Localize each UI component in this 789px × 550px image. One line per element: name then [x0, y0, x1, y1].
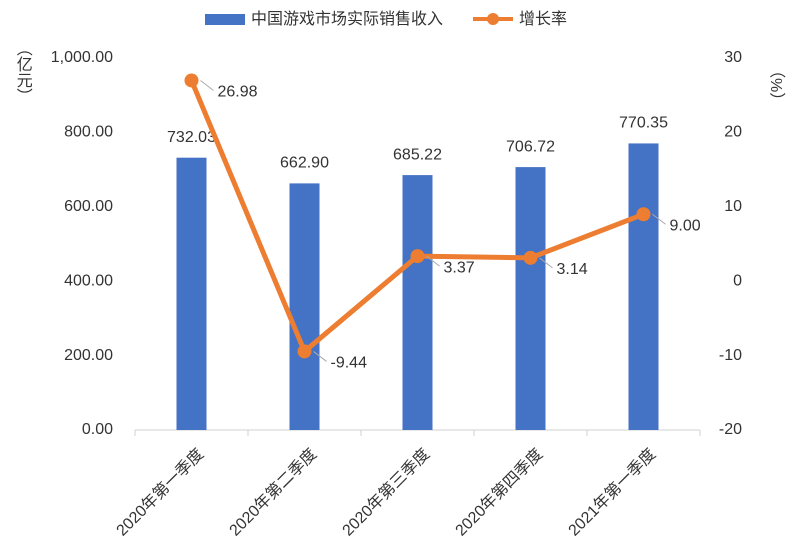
legend-swatch: [205, 14, 245, 25]
y-tick-label: 1,000.00: [51, 49, 113, 66]
y2-tick-label: 0: [733, 272, 742, 289]
bar: [289, 183, 320, 430]
x-tick-label: 2020年第三季度: [339, 445, 433, 539]
line-point: [410, 249, 425, 264]
legend-label: 中国游戏市场实际销售收入: [251, 10, 443, 28]
legend-swatch: [487, 13, 500, 25]
y2-tick-label: 10: [724, 198, 742, 215]
y-tick-label: 800.00: [64, 124, 113, 141]
line-value-label: 3.37: [444, 259, 475, 276]
line-point: [523, 250, 538, 265]
bar-value-label: 732.03: [167, 129, 216, 146]
bar: [628, 143, 659, 430]
y2-tick-label: 20: [724, 124, 742, 141]
y2-tick-label: -20: [719, 421, 742, 438]
bar: [515, 167, 546, 430]
legend-label: 增长率: [519, 10, 567, 28]
line-value-label: -9.44: [331, 355, 368, 372]
x-tick-label: 2020年第四季度: [452, 445, 546, 539]
y-tick-label: 400.00: [64, 272, 113, 289]
x-tick-label: 2020年第二季度: [226, 445, 320, 539]
x-tick-label: 2021年第一季度: [565, 445, 659, 539]
leader-line: [313, 351, 327, 362]
y-tick-label: 0.00: [82, 421, 113, 438]
line-point: [636, 207, 651, 222]
y2-axis-title: （%）: [767, 62, 786, 108]
x-tick-label: 2020年第一季度: [113, 445, 207, 539]
bar-value-label: 706.72: [506, 138, 555, 155]
y2-tick-label: 30: [724, 49, 742, 66]
leader-line: [200, 80, 214, 91]
line-point: [184, 73, 199, 88]
y-tick-label: 200.00: [64, 347, 113, 364]
y-axis-title: （亿元）: [14, 40, 33, 104]
leader-line: [652, 213, 666, 225]
bar-value-label: 770.35: [619, 115, 668, 132]
bar-value-label: 685.22: [393, 146, 442, 163]
y-tick-label: 600.00: [64, 198, 113, 215]
y2-tick-label: -10: [719, 347, 742, 364]
leader-line: [539, 257, 553, 269]
line-point: [297, 344, 312, 359]
bar: [402, 175, 433, 430]
line-value-label: 26.98: [218, 84, 258, 101]
bar: [176, 157, 207, 430]
leader-line: [426, 255, 440, 267]
bar-value-label: 662.90: [280, 155, 329, 172]
line-value-label: 9.00: [670, 217, 701, 234]
line-value-label: 3.14: [557, 261, 588, 278]
